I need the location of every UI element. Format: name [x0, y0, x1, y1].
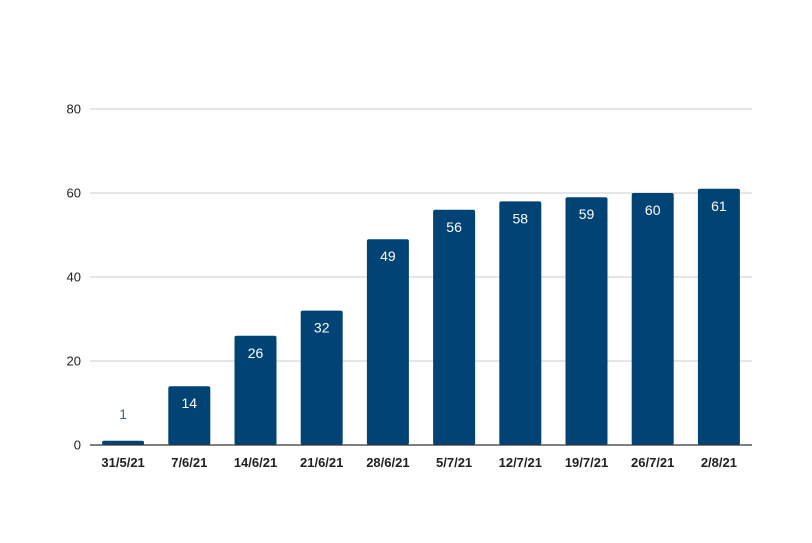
data-label: 14	[182, 395, 198, 411]
bar	[300, 310, 343, 445]
bars	[102, 188, 740, 446]
bar	[168, 386, 211, 445]
y-tick-label: 0	[74, 438, 81, 453]
y-tick-label: 40	[67, 270, 81, 285]
x-tick-label: 28/6/21	[366, 455, 409, 470]
x-tick-label: 14/6/21	[234, 455, 277, 470]
bar	[565, 197, 608, 445]
bar	[102, 440, 145, 445]
y-axis-ticks: 0 20 40 60 80	[67, 102, 81, 453]
bar	[499, 201, 542, 445]
x-tick-label: 31/5/21	[101, 455, 144, 470]
bar	[433, 209, 476, 445]
y-tick-label: 60	[67, 186, 81, 201]
bar	[366, 239, 409, 445]
data-label: 56	[446, 219, 462, 235]
data-labels: 1 14 26 32 49 56 58 59 60 61	[119, 198, 727, 422]
x-tick-label: 7/6/21	[171, 455, 207, 470]
data-label: 26	[248, 345, 264, 361]
x-tick-label: 21/6/21	[300, 455, 343, 470]
data-label: 1	[119, 406, 127, 422]
data-label: 58	[513, 210, 529, 226]
bar	[697, 188, 740, 446]
data-label: 49	[380, 248, 396, 264]
data-label: 59	[579, 206, 595, 222]
x-tick-label: 2/8/21	[701, 455, 737, 470]
x-tick-label: 12/7/21	[499, 455, 542, 470]
data-label: 61	[711, 198, 727, 214]
data-label: 32	[314, 320, 330, 336]
bar	[631, 193, 674, 445]
y-tick-label: 80	[67, 102, 81, 117]
x-axis-labels: 31/5/21 7/6/21 14/6/21 21/6/21 28/6/21 5/7/21…	[101, 455, 737, 470]
bar	[234, 335, 277, 445]
x-tick-label: 5/7/21	[436, 455, 472, 470]
x-tick-label: 19/7/21	[565, 455, 608, 470]
y-tick-label: 20	[67, 354, 81, 369]
x-tick-label: 26/7/21	[631, 455, 674, 470]
data-label: 60	[645, 202, 661, 218]
